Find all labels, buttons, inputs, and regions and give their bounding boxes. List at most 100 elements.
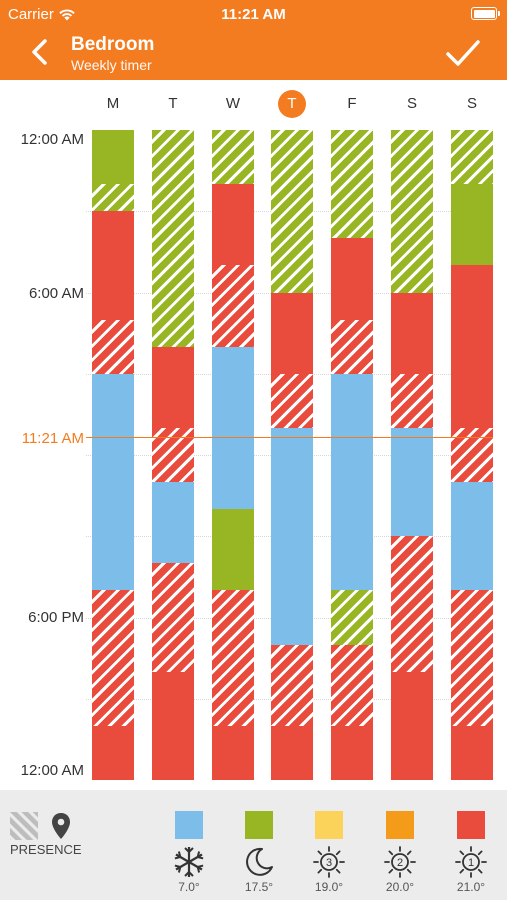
schedule-segment-red[interactable] [271,292,313,374]
schedule-segment-green-presence[interactable] [152,130,194,347]
schedule-segment-red[interactable] [152,346,194,428]
day-header-1[interactable]: T [152,90,194,118]
location-pin-icon [52,813,70,839]
day-label: F [347,95,357,112]
time-label-6pm: 6:00 PM [28,609,84,626]
day-header-6[interactable]: S [451,90,493,118]
schedule-segment-blue[interactable] [212,346,254,510]
sun-2-icon: 2 [384,846,416,878]
mode-legend [0,790,507,900]
schedule-segment-red-presence[interactable] [391,373,433,428]
sun-3-icon: 3 [313,846,345,878]
schedule-segment-red[interactable] [92,725,134,780]
mode-swatch-4[interactable] [457,811,485,839]
day-header-5[interactable]: S [391,90,433,118]
schedule-segment-red-presence[interactable] [271,373,313,428]
schedule-segment-red-presence[interactable] [212,265,254,347]
schedule-segment-blue[interactable] [451,482,493,591]
schedule-segment-red-presence[interactable] [451,427,493,483]
mode-swatch-0[interactable] [175,811,203,839]
presence-stripes-icon [10,812,38,840]
time-label-6am: 6:00 AM [28,285,84,302]
schedule-segment-green[interactable] [212,509,254,591]
schedule-segment-red[interactable] [331,725,373,780]
schedule-segment-red[interactable] [271,725,313,780]
schedule-segment-red-presence[interactable] [271,644,313,726]
day-label: T [168,95,178,112]
day-column-1 [152,130,194,780]
day-header-4[interactable]: F [331,90,373,118]
schedule-segment-blue[interactable] [92,373,134,591]
battery-icon [471,7,500,20]
sun-1-icon: 1 [455,846,487,878]
schedule-segment-red-presence[interactable] [331,319,373,374]
page-subtitle: Weekly timer [71,57,152,73]
mode-swatch-1[interactable] [245,811,273,839]
mode-swatch-2[interactable] [315,811,343,839]
schedule-segment-red[interactable] [391,292,433,374]
day-column-4 [331,130,373,780]
day-label: S [466,95,477,112]
schedule-segment-blue[interactable] [271,427,313,645]
schedule-segment-red[interactable] [212,184,254,266]
schedule-segment-green[interactable] [92,130,134,185]
schedule-segment-green-presence[interactable] [391,130,433,293]
day-header-2[interactable]: W [212,90,254,118]
schedule-segment-red-presence[interactable] [391,536,433,672]
presence-label: PRESENCE [10,842,82,857]
mode-temperature: 17.5° [244,880,274,894]
navigation-bar: Carrier 11:21 AM Bedroom Weekly timer [0,0,507,80]
day-header-0[interactable]: M [92,90,134,118]
time-label-12am: 12:00 AM [20,131,84,148]
schedule-segment-red-presence[interactable] [92,590,134,726]
schedule-segment-red-presence[interactable] [331,644,373,726]
day-label: T [278,90,306,118]
carrier-indicator: Carrier [8,6,76,23]
mode-temperature: 21.0° [456,880,486,894]
status-bar: Carrier 11:21 AM [0,0,507,28]
schedule-segment-green-presence[interactable] [331,590,373,645]
schedule-segment-blue[interactable] [152,482,194,564]
day-label: M [106,95,120,112]
schedule-segment-red[interactable] [331,238,373,320]
mode-swatch-3[interactable] [386,811,414,839]
day-header-3[interactable]: T [271,90,313,118]
schedule-segment-red-presence[interactable] [152,563,194,672]
schedule-segment-red[interactable] [451,725,493,780]
schedule-segment-red-presence[interactable] [92,319,134,374]
back-arrow-icon[interactable] [26,36,54,68]
schedule-segment-red[interactable] [391,671,433,780]
schedule-segment-red-presence[interactable] [451,590,493,726]
carrier-label: Carrier [8,6,54,23]
sun-level-badge: 3 [326,857,332,869]
schedule-segment-red[interactable] [451,265,493,428]
schedule-segment-blue[interactable] [391,427,433,537]
current-time-line [86,437,493,439]
snowflake-icon [174,847,204,877]
save-check-icon[interactable] [445,38,481,68]
schedule-segment-green-presence[interactable] [212,130,254,185]
schedule-segment-red-presence[interactable] [212,590,254,726]
schedule-segment-green-presence[interactable] [331,130,373,239]
sun-level-badge: 2 [397,857,403,869]
schedule-segment-red-presence[interactable] [152,427,194,483]
day-label: W [225,95,241,112]
schedule-segment-green-presence[interactable] [92,184,134,212]
day-column-0 [92,130,134,780]
mode-temperature: 19.0° [314,880,344,894]
schedule-segment-red[interactable] [92,211,134,320]
page-title: Bedroom [71,34,155,55]
wifi-icon [59,9,75,21]
schedule-segment-green-presence[interactable] [451,130,493,185]
schedule-segment-red[interactable] [152,671,194,780]
schedule-segment-green[interactable] [451,184,493,266]
mode-temperature: 7.0° [178,880,200,894]
day-column-6 [451,130,493,780]
schedule-segment-red[interactable] [212,725,254,780]
schedule-segment-blue[interactable] [331,373,373,591]
schedule-segment-green-presence[interactable] [271,130,313,293]
moon-icon [246,847,273,876]
status-time: 11:21 AM [221,6,286,23]
mode-temperature: 20.0° [385,880,415,894]
